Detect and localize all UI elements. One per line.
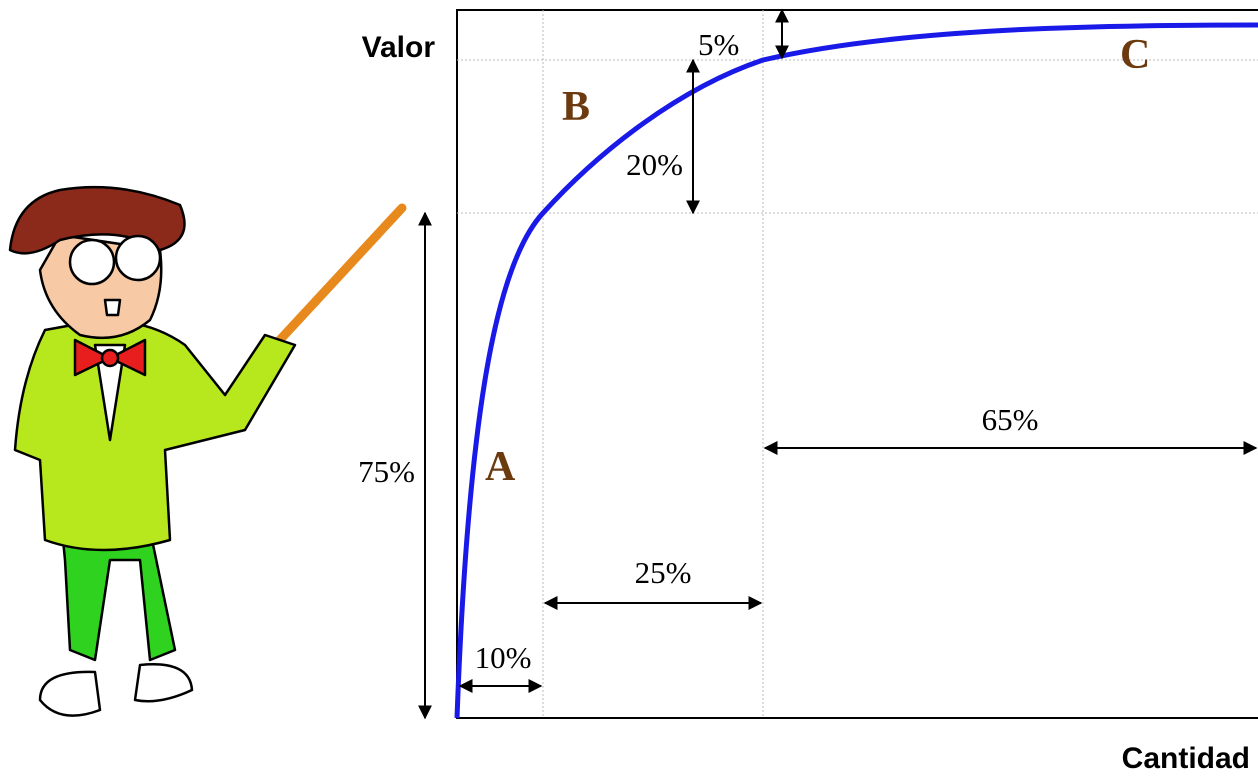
quantity-share: 25% <box>635 555 692 590</box>
zone-label: C <box>1120 32 1150 78</box>
y-axis-label: Valor <box>362 31 436 64</box>
diagram: Valor Cantidad A B C 75% 20% 5% 10% 25% … <box>0 0 1258 784</box>
value-share: 5% <box>698 27 739 62</box>
quantity-share: 10% <box>475 640 532 675</box>
page: Valor Cantidad A B C 75% 20% 5% 10% 25% … <box>0 0 1258 784</box>
cartoon-teacher <box>10 187 402 715</box>
value-share: 75% <box>358 454 415 489</box>
x-axis-label: Cantidad <box>1122 742 1250 775</box>
zone-label: A <box>485 444 516 490</box>
zone-label: B <box>562 84 590 130</box>
value-share: 20% <box>626 147 683 182</box>
quantity-share: 65% <box>982 402 1039 437</box>
